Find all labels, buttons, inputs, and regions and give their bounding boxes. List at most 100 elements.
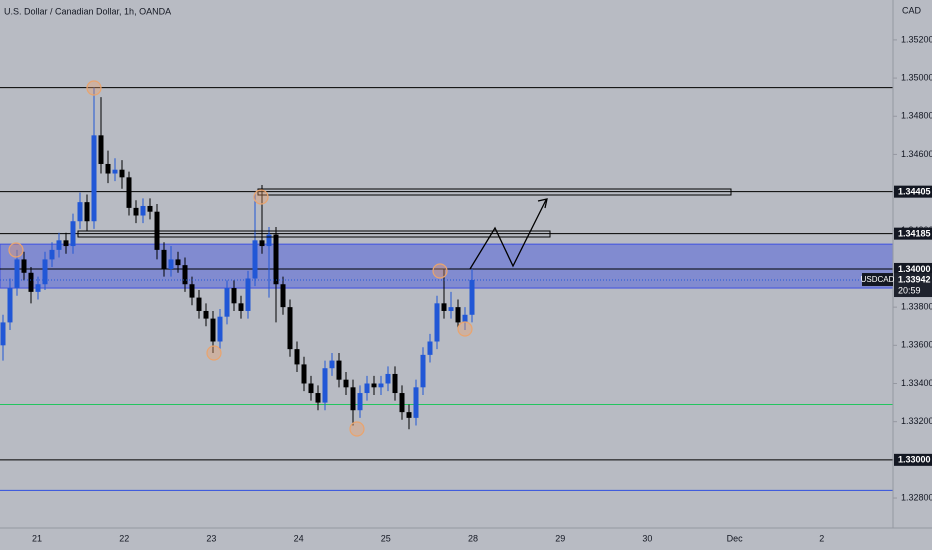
pivot-marker <box>8 242 24 258</box>
candle-body <box>98 135 104 164</box>
candle-body <box>406 412 412 418</box>
y-tick-label: 1.35200 <box>901 34 932 44</box>
pivot-marker <box>206 345 222 361</box>
candle-body <box>455 307 461 323</box>
level-label-box <box>894 185 932 198</box>
countdown-label: 20:59 <box>898 285 921 295</box>
candle-body <box>7 288 13 323</box>
candle-body <box>147 205 153 212</box>
candle-body <box>210 318 216 342</box>
candle-body <box>357 393 363 411</box>
candle-body <box>175 259 181 266</box>
plot-area <box>0 87 894 491</box>
level-label: 1.34000 <box>898 264 931 274</box>
symbol-label: USDCAD <box>861 275 895 284</box>
chart-title: U.S. Dollar / Canadian Dollar, 1h, OANDA <box>4 6 171 16</box>
drawings <box>77 188 732 270</box>
candle-body <box>70 221 76 247</box>
candle-body <box>14 259 20 289</box>
y-tick-label: 1.33200 <box>901 416 932 426</box>
arrow-head <box>537 198 548 209</box>
candle-body <box>140 205 146 216</box>
candle-body <box>287 307 293 350</box>
candle-body <box>77 202 83 222</box>
candle-body <box>322 368 328 403</box>
x-tick-label: 2 <box>819 533 824 543</box>
candle-body <box>203 310 209 319</box>
candle-body <box>343 379 349 388</box>
candle-body <box>63 240 69 247</box>
candle-body <box>371 383 377 388</box>
level-label: 1.33000 <box>898 455 931 465</box>
y-tick-label: 1.34800 <box>901 111 932 121</box>
candle-body <box>35 284 41 292</box>
candle-body <box>0 322 6 346</box>
level-label-box <box>894 262 932 275</box>
y-tick-label: 1.32800 <box>901 492 932 502</box>
candle-body <box>448 307 454 311</box>
resistance-box <box>77 230 551 238</box>
candle-body <box>126 177 132 208</box>
candle-body <box>28 272 34 292</box>
candle-body <box>182 265 188 285</box>
x-tick-label: 25 <box>381 533 391 543</box>
projection-path <box>469 199 547 270</box>
pivot-marker <box>457 321 473 337</box>
pivot-marker <box>253 189 269 205</box>
y-tick-label: 1.33600 <box>901 340 932 350</box>
candle-body <box>252 240 258 279</box>
candle-body <box>231 288 237 304</box>
candle-body <box>21 259 27 273</box>
candle-body <box>329 360 335 369</box>
pivot-marker <box>349 421 365 437</box>
candle-body <box>168 259 174 269</box>
level-label: 1.34405 <box>898 187 931 197</box>
resistance-box <box>257 188 732 196</box>
candle-body <box>462 314 468 323</box>
x-tick-label: Dec <box>727 533 744 543</box>
candle-body <box>434 303 440 342</box>
y-tick-label: 1.33400 <box>901 378 932 388</box>
y-tick-label: 1.35000 <box>901 72 932 82</box>
candle-body <box>189 284 195 298</box>
last-price-box <box>894 273 932 298</box>
x-tick-label: 28 <box>468 533 478 543</box>
candle-body <box>217 316 223 342</box>
axis-layer: 1.352001.350001.348001.346001.344001.342… <box>32 34 932 543</box>
x-tick-label: 30 <box>642 533 652 543</box>
candle-body <box>266 234 272 247</box>
x-tick-label: 23 <box>206 533 216 543</box>
candle-body <box>294 349 300 365</box>
candle-body <box>119 169 125 178</box>
x-tick-label: 22 <box>119 533 129 543</box>
candle-body <box>420 354 426 388</box>
last-price-label: 1.33942 <box>898 274 931 284</box>
level-label-box <box>894 227 932 240</box>
candle-body <box>91 135 97 222</box>
candle-body <box>469 280 475 315</box>
x-tick-label: 21 <box>32 533 42 543</box>
pivot-marker <box>86 80 102 96</box>
candle-body <box>112 169 118 174</box>
pivot-marker <box>432 263 448 279</box>
candle-body <box>224 288 230 317</box>
candle-body <box>385 373 391 384</box>
candle-body <box>392 373 398 394</box>
candle-body <box>105 163 111 174</box>
candle-body <box>42 259 48 285</box>
candle-body <box>280 284 286 308</box>
candle-body <box>413 387 419 418</box>
y-tick-label: 1.33800 <box>901 302 932 312</box>
candle-body <box>56 240 62 250</box>
candle-body <box>378 383 384 388</box>
candle-body <box>238 303 244 311</box>
x-tick-label: 29 <box>555 533 565 543</box>
candle-body <box>336 360 342 380</box>
candle-body <box>259 240 265 247</box>
y-tick-label: 1.34600 <box>901 149 932 159</box>
candle-body <box>301 364 307 384</box>
candle-body <box>133 207 139 216</box>
candle-body <box>399 393 405 413</box>
candle-body <box>161 249 167 269</box>
